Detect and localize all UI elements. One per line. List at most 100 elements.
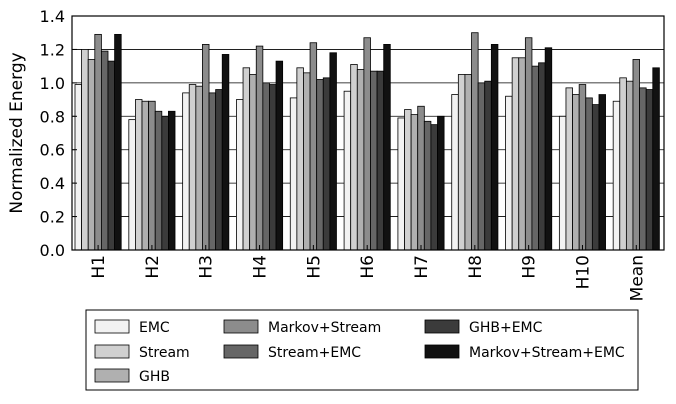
bar-stream-emc-h4 (262, 82, 270, 251)
legend-label: Markov+Stream (268, 320, 381, 336)
bar-emc-h2 (128, 119, 136, 251)
bar-stream-emc-h3 (208, 92, 217, 251)
y-tick-label: 1.4 (40, 7, 65, 26)
bar-ghb-mean (625, 80, 634, 251)
bar-markov-stream-h9 (524, 37, 533, 251)
bar-stream-h10 (565, 87, 573, 251)
legend-swatch (223, 344, 259, 359)
legend-swatch (424, 344, 460, 359)
axes: 0.0 0.2 0.4 0.6 0.8 1.0 1.2 1.4 H1 H2 H3 H4 H5 H6 H7 H8… (40, 7, 665, 301)
legend-label: Stream (139, 345, 190, 361)
bar-emc-h1 (74, 84, 82, 251)
bar-stream-h8 (457, 74, 466, 251)
x-tick-label: Mean (627, 255, 647, 301)
bar-stream-h4 (242, 67, 251, 251)
bar-stream-h1 (81, 49, 89, 251)
x-tick-label: H8 (466, 255, 486, 279)
bar-markov-stream-emc-h10 (598, 94, 606, 251)
y-tick-label: 1.0 (40, 74, 65, 93)
bar-markov-stream-h3 (202, 44, 210, 251)
bar-markov-stream-emc-h2 (168, 110, 176, 251)
bar-markov-stream-emc-h4 (275, 60, 284, 251)
bar-markov-stream-emc-h8 (490, 44, 499, 251)
bar-stream-emc-h8 (477, 82, 486, 251)
y-tick-label: 0.6 (40, 141, 65, 160)
bar-markov-stream-emc-h3 (221, 54, 230, 251)
bar-markov-stream-h7 (417, 105, 425, 251)
bar-stream-emc-h1 (101, 50, 109, 251)
bar-stream-h7 (404, 109, 412, 251)
bar-stream-h5 (296, 67, 304, 251)
bar-stream-emc-h10 (585, 97, 593, 251)
bar-ghb-emc-h4 (269, 84, 277, 251)
bar-markov-stream-h5 (309, 42, 318, 251)
bar-ghb-h7 (410, 114, 419, 251)
bar-stream-h2 (135, 99, 143, 251)
legend-swatch (223, 319, 259, 334)
bar-markov-stream-emc-h1 (114, 33, 122, 251)
bar-ghb-h10 (572, 94, 580, 251)
y-tick-label: 0.4 (40, 174, 65, 193)
bar-stream-h9 (511, 57, 520, 251)
bar-stream-emc-mean (639, 87, 647, 251)
bar-markov-stream-emc-h6 (383, 44, 391, 251)
bar-ghb-emc-h3 (215, 89, 223, 251)
y-tick-label: 0.2 (40, 208, 65, 227)
bar-ghb-h4 (249, 74, 257, 251)
bar-emc-h9 (505, 95, 513, 251)
bar-stream-emc-h5 (316, 79, 324, 251)
x-tick-label: H3 (197, 255, 217, 279)
bar-ghb-h8 (464, 74, 472, 251)
legend-label: EMC (139, 320, 170, 336)
legend-label: Stream+EMC (268, 345, 361, 361)
x-tick-label: H1 (89, 255, 109, 279)
legend-swatch (94, 319, 130, 334)
legend: EMC Stream GHB Markov+Stream Stream+EMC GHB+E… (85, 309, 639, 391)
legend-label: GHB+EMC (469, 320, 543, 336)
bar-markov-stream-emc-h5 (329, 52, 337, 251)
bar-stream-emc-h7 (423, 120, 432, 251)
bar-ghb-h1 (87, 59, 96, 251)
bar-ghb-emc-h1 (107, 60, 115, 251)
legend-swatch (94, 368, 130, 383)
y-tick-label: 0.0 (40, 241, 65, 260)
x-tick-label: H2 (143, 255, 163, 279)
bar-emc-h8 (451, 94, 459, 251)
bar-ghb-h3 (195, 85, 203, 251)
legend-swatch (424, 319, 460, 334)
bar-markov-stream-h2 (148, 100, 156, 251)
bar-emc-h3 (182, 92, 190, 251)
bar-stream-emc-h9 (531, 65, 539, 251)
bar-stream-mean (619, 77, 627, 251)
y-tick-label: 1.2 (40, 40, 65, 59)
bar-ghb-emc-h2 (161, 115, 169, 251)
bar-ghb-h6 (356, 69, 365, 251)
bar-stream-h6 (350, 64, 358, 251)
plot-frame (71, 15, 665, 251)
bar-ghb-emc-h6 (376, 70, 385, 251)
bar-stream-h3 (188, 84, 197, 251)
bar-ghb-emc-h9 (538, 62, 546, 251)
bar-emc-h4 (236, 99, 244, 251)
bar-emc-mean (612, 100, 621, 251)
bar-markov-stream-emc-h9 (544, 47, 553, 251)
x-tick-label: H9 (520, 255, 540, 279)
bar-stream-emc-h6 (370, 70, 378, 251)
bar-ghb-emc-h8 (484, 80, 492, 251)
x-tick-label: H10 (573, 255, 593, 289)
bar-stream-emc-h2 (154, 110, 163, 251)
bars (74, 32, 660, 251)
bar-markov-stream-emc-h7 (437, 115, 445, 251)
bar-ghb-h2 (141, 100, 150, 251)
bar-markov-stream-emc-mean (652, 67, 660, 251)
legend-label: Markov+Stream+EMC (469, 345, 625, 361)
bar-markov-stream-mean (632, 59, 640, 251)
bar-ghb-h5 (303, 72, 311, 251)
bar-ghb-emc-h10 (591, 104, 600, 251)
bar-ghb-emc-mean (645, 89, 654, 251)
x-tick-label: H5 (304, 255, 324, 279)
bar-markov-stream-h4 (255, 45, 264, 251)
bar-markov-stream-h6 (363, 37, 371, 251)
